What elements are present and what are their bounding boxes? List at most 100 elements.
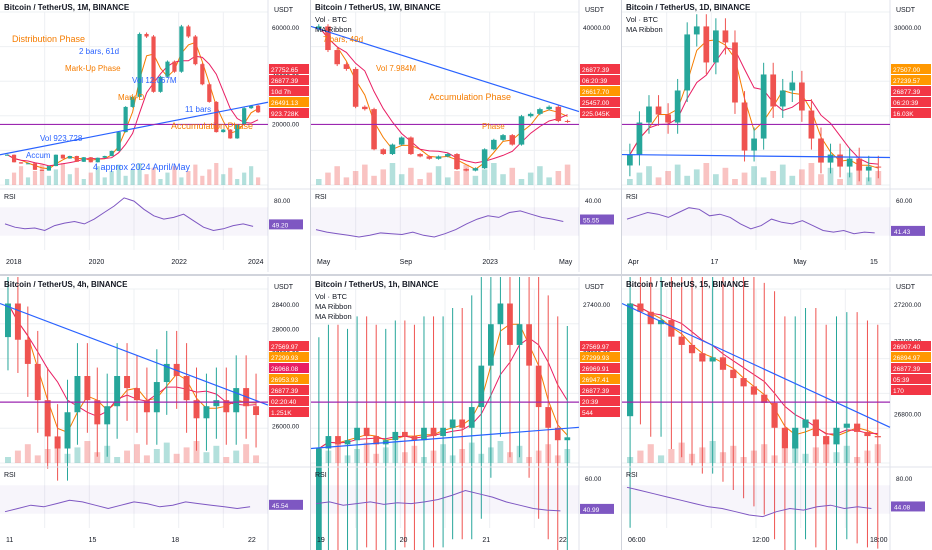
price-label: 27569.97 [582, 344, 609, 351]
candle-body [440, 427, 446, 437]
x-tick-label: 17 [711, 259, 719, 266]
volume-bar [130, 169, 135, 185]
price-label: 05:39 [893, 377, 910, 384]
candle-body [564, 120, 571, 122]
rsi-tick-label: 40.00 [585, 198, 602, 205]
x-tick-label: 21 [482, 537, 490, 544]
candle-body [134, 388, 140, 401]
chart-annotation[interactable]: 2 bars, 61d [79, 47, 119, 56]
candle-body [843, 423, 850, 428]
chart-annotation[interactable]: Vol 12.067M [132, 76, 177, 85]
x-tick-label: 06:00 [628, 537, 646, 544]
price-label-bg [891, 374, 931, 384]
trend-line[interactable] [311, 25, 580, 113]
price-label-bg [891, 341, 931, 351]
candle-body [14, 303, 21, 340]
candle-body [703, 26, 710, 63]
candle-body [193, 400, 200, 419]
chart-panel[interactable]: Bitcoin / TetherUS, 1M, BINANCE USDT 60000… [0, 0, 310, 272]
candle-body [875, 166, 882, 168]
candle-body [545, 407, 552, 428]
chart-annotation[interactable]: Accumulation Phase [429, 92, 511, 102]
indicator-label[interactable]: MA Ribbon [315, 312, 352, 321]
chart-annotation[interactable]: Accumulation Phase [171, 121, 253, 131]
chart-svg: USDT28400.0028000.0027600.0026800.002640… [0, 277, 310, 550]
candle-body [233, 388, 240, 413]
trend-line[interactable] [0, 101, 269, 156]
chart-panel[interactable]: Bitcoin / TetherUS, 1D, BINANCE Vol · BTC… [622, 0, 932, 272]
volume-bar [116, 164, 121, 185]
trend-line[interactable] [311, 426, 580, 450]
volume-bar [144, 174, 149, 185]
volume-bar [799, 169, 805, 185]
rsi-band [0, 207, 268, 236]
y-tick-label: 27400.00 [583, 302, 610, 309]
candle-body [46, 166, 52, 171]
volume-bar [173, 453, 180, 463]
indicator-label[interactable]: Vol · BTC [626, 15, 659, 24]
candle-body [740, 378, 747, 387]
volume-bar [25, 177, 31, 185]
chart-annotation[interactable]: Mark-Up Phase [65, 64, 121, 73]
chart-panel[interactable]: Bitcoin / TetherUS, 1W, BINANCE Vol · BTC… [311, 0, 621, 272]
volume-bar [316, 179, 322, 185]
chart-annotation[interactable]: 11 bars [185, 105, 211, 114]
volume-bar [325, 172, 331, 185]
price-label-bg [580, 363, 620, 373]
candle-body [123, 106, 128, 133]
y-tick-label: 28000.00 [272, 326, 299, 333]
price-label: 26877.39 [582, 67, 609, 74]
price-label-bg [580, 374, 620, 384]
candle-body [846, 158, 853, 167]
candle-body [74, 155, 79, 162]
chart-annotation[interactable]: Distribution Phase [12, 34, 85, 44]
volume-bar [657, 455, 665, 463]
volume-bar [343, 177, 350, 185]
candle-body [228, 129, 233, 139]
candle-body [143, 400, 150, 413]
candle-body [54, 436, 61, 449]
x-tick-label: 22 [248, 537, 256, 544]
volume-bar [94, 452, 101, 463]
chart-panel[interactable]: Bitcoin / TetherUS, 15, BINANCE USDT 27200… [622, 277, 932, 550]
chart-annotation[interactable]: Vol 923.728 [40, 134, 83, 143]
trend-line[interactable] [622, 153, 891, 159]
chart-annotation[interactable]: 7 bars, 49d [323, 35, 363, 44]
chart-panel[interactable]: Bitcoin / TetherUS, 1h, BINANCE Vol · BTC… [311, 277, 621, 550]
candle-body [750, 386, 758, 395]
candle-body [335, 436, 341, 445]
candle-body [732, 42, 738, 103]
candle-body [445, 154, 451, 157]
volume-bar [124, 450, 131, 463]
volume-bar [472, 175, 479, 185]
chart-annotation[interactable]: Phase [482, 122, 505, 131]
price-label: 27299.93 [271, 355, 298, 362]
candle-body [516, 324, 523, 345]
candle-body [833, 427, 840, 445]
chart-panel[interactable]: Bitcoin / TetherUS, 4h, BINANCE USDT 28400… [0, 277, 310, 550]
indicator-label[interactable]: MA Ribbon [315, 25, 352, 34]
chart-annotation[interactable]: Mark-D [118, 93, 144, 102]
price-label: 26877.39 [582, 388, 609, 395]
price-label-bg [580, 407, 620, 417]
chart-annotation[interactable]: Vol 7.984M [376, 64, 416, 73]
trend-line[interactable] [0, 302, 269, 406]
volume-bar [81, 179, 86, 185]
volume-bar [5, 179, 10, 185]
indicator-label[interactable]: MA Ribbon [315, 302, 352, 311]
volume-bar [637, 450, 644, 463]
indicator-label[interactable]: MA Ribbon [626, 25, 663, 34]
volume-bar [564, 164, 571, 185]
chart-annotation[interactable]: Accum [26, 151, 51, 160]
candle-body [674, 90, 681, 123]
volume-bar [60, 163, 65, 185]
volume-bar [636, 172, 643, 185]
volume-bar [102, 177, 107, 185]
panel-divider[interactable] [0, 274, 932, 276]
chart-annotation[interactable]: 4 approx 2024 April/May [93, 162, 191, 172]
candle-body [325, 436, 332, 449]
indicator-label[interactable]: Vol · BTC [315, 15, 348, 24]
indicator-label[interactable]: Vol · BTC [315, 292, 348, 301]
price-label-bg [269, 352, 309, 362]
trend-line[interactable] [622, 302, 891, 428]
